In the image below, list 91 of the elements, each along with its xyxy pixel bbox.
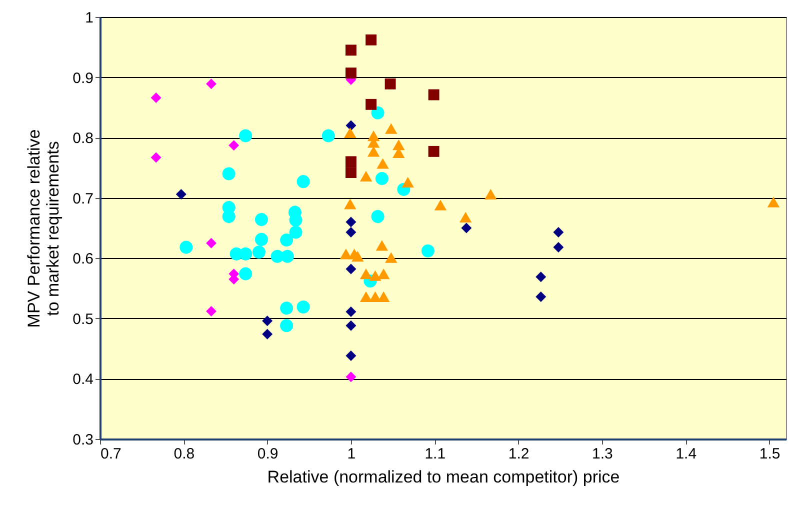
point <box>206 306 217 316</box>
point <box>262 328 273 340</box>
point <box>402 176 414 188</box>
y-axis-title: MPV Performance relative to market requirements <box>24 129 63 328</box>
point <box>206 238 217 248</box>
point <box>344 198 356 210</box>
point <box>346 226 356 238</box>
point <box>461 222 472 234</box>
point <box>254 232 268 246</box>
point <box>296 300 310 314</box>
point <box>375 172 388 186</box>
point <box>346 264 356 274</box>
y-tick-label: 0.6 <box>72 250 94 268</box>
point <box>252 246 266 259</box>
point <box>346 306 356 318</box>
point <box>384 78 396 90</box>
point <box>484 188 497 200</box>
y-tick-label: 0.8 <box>72 130 94 148</box>
point <box>239 247 252 260</box>
point <box>366 34 377 46</box>
point <box>366 98 377 110</box>
point <box>553 226 564 238</box>
point <box>536 272 546 282</box>
x-tick-label: 1.1 <box>424 446 446 462</box>
y-tick-label: 1 <box>85 10 94 26</box>
point <box>262 316 273 326</box>
point <box>371 106 384 120</box>
point <box>367 146 380 157</box>
point <box>228 140 240 151</box>
point <box>428 146 440 157</box>
point <box>289 214 302 227</box>
point <box>377 268 390 280</box>
point <box>346 320 356 331</box>
y-tick-label: 0.9 <box>72 70 94 87</box>
point <box>536 291 546 302</box>
x-tick-label: 1.2 <box>508 446 530 462</box>
point <box>280 250 294 263</box>
point <box>346 44 356 56</box>
point <box>344 127 356 138</box>
x-tick-label: 1.4 <box>676 446 697 462</box>
point <box>346 120 356 131</box>
point <box>352 251 364 262</box>
y-tick-label: 0.5 <box>72 310 94 328</box>
point <box>346 216 356 228</box>
point <box>180 240 193 254</box>
point <box>346 372 356 382</box>
y-tick-label: 0.4 <box>72 371 94 388</box>
point <box>296 175 310 188</box>
x-tick-label: 0.8 <box>174 446 195 462</box>
point <box>434 200 447 210</box>
x-tick-label: 1.5 <box>759 446 780 462</box>
point <box>553 242 564 253</box>
point <box>254 213 268 226</box>
point <box>150 152 162 163</box>
point <box>346 167 356 178</box>
x-tick-label: 1.3 <box>592 446 613 462</box>
point <box>222 167 236 180</box>
point <box>346 68 356 79</box>
point <box>280 234 294 247</box>
point <box>459 212 472 222</box>
point <box>239 129 252 142</box>
point <box>767 196 780 208</box>
x-tick-label: 1 <box>347 446 356 462</box>
x-tick-label: 0.9 <box>257 446 278 462</box>
point <box>150 92 162 104</box>
point <box>346 350 356 362</box>
point <box>369 270 382 281</box>
point <box>385 252 398 263</box>
point <box>222 210 236 224</box>
point <box>385 123 398 134</box>
point <box>376 158 389 169</box>
point <box>360 170 372 182</box>
y-tick-label: 0.7 <box>72 190 94 208</box>
y-tick-label: 0.3 <box>72 432 94 448</box>
point <box>376 240 388 251</box>
point <box>346 156 356 168</box>
point <box>176 188 186 200</box>
point <box>421 244 434 258</box>
point <box>392 140 405 150</box>
point <box>239 267 252 280</box>
point <box>360 291 372 302</box>
point <box>280 319 294 332</box>
x-tick-label: 0.7 <box>100 446 122 462</box>
point <box>289 226 302 239</box>
point <box>280 302 294 315</box>
point <box>322 129 335 142</box>
x-axis-title: Relative (normalized to mean competitor) price <box>267 468 620 486</box>
point <box>360 268 372 280</box>
point <box>428 89 440 100</box>
point <box>206 78 217 90</box>
point <box>371 210 384 224</box>
